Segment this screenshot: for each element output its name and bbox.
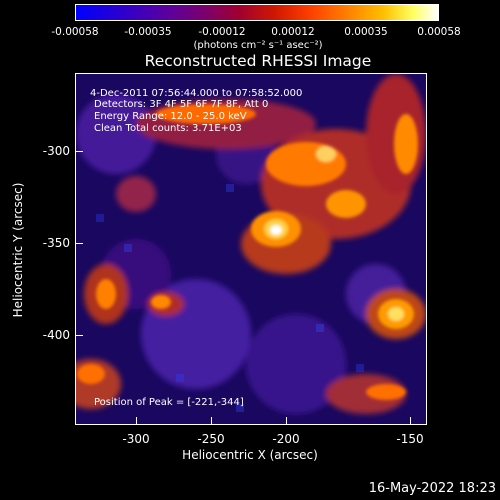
- info-clean: Clean Total counts: 3.71E+03: [94, 123, 242, 134]
- x-tick-label: -150: [396, 432, 424, 446]
- colorbar-tick: -0.00058: [51, 26, 99, 38]
- y-tick-label: -350: [42, 236, 70, 250]
- y-axis-label: Heliocentric Y (arcsec): [11, 182, 25, 318]
- x-tick-mark: [410, 417, 411, 425]
- timestamp: 16-May-2022 18:23: [368, 481, 496, 496]
- colorbar-tick: 0.00035: [344, 26, 388, 38]
- x-tick-label: -300: [122, 432, 150, 446]
- info-peak: Position of Peak = [-221,-344]: [94, 397, 244, 408]
- x-axis-label: Heliocentric X (arcsec): [182, 448, 318, 462]
- info-detectors: Detectors: 3F 4F 5F 6F 7F 8F, Att 0: [94, 99, 269, 110]
- x-tick-label: -250: [197, 432, 225, 446]
- colorbar-tick: 0.00012: [271, 26, 315, 38]
- colorbar-tick: 0.00058: [417, 26, 461, 38]
- x-tick-label: -200: [272, 432, 300, 446]
- colorbar-units: (photons cm⁻² s⁻¹ asec⁻²): [193, 40, 323, 51]
- info-energy: Energy Range: 12.0 - 25.0 keV: [94, 111, 247, 122]
- info-time: 4-Dec-2011 07:56:44.000 to 07:58:52.000: [90, 88, 303, 99]
- x-tick-mark: [211, 417, 212, 425]
- y-tick-label: -300: [42, 144, 70, 158]
- x-tick-mark: [136, 417, 137, 425]
- image-title: Reconstructed RHESSI Image: [144, 52, 372, 70]
- colorbar-tick: -0.00035: [124, 26, 172, 38]
- y-tick-mark: [75, 151, 83, 152]
- y-tick-label: -400: [42, 328, 70, 342]
- y-tick-mark: [75, 335, 83, 336]
- x-tick-mark: [286, 417, 287, 425]
- colorbar-tick: -0.00012: [198, 26, 246, 38]
- y-tick-mark: [75, 243, 83, 244]
- colorbar: [75, 4, 439, 21]
- flux-map: [76, 74, 426, 424]
- image-plot: 4-Dec-2011 07:56:44.000 to 07:58:52.000 …: [75, 73, 427, 425]
